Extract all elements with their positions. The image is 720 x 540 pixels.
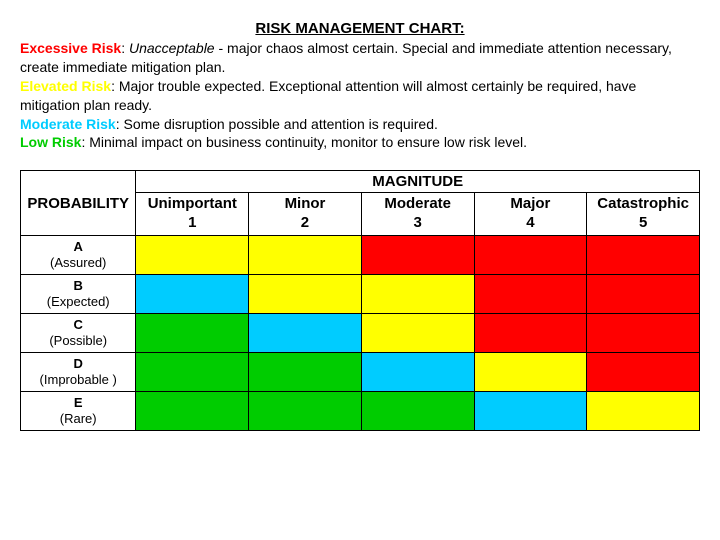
risk-cell (136, 274, 249, 313)
risk-cell (587, 274, 700, 313)
risk-cell (474, 391, 587, 430)
risk-cell (587, 391, 700, 430)
legend-colon: : (121, 40, 129, 56)
mag-col-5-num: 5 (591, 214, 695, 233)
table-row: A(Assured) (21, 235, 700, 274)
mag-col-1: Unimportant 1 (136, 193, 249, 236)
probability-code: B (25, 278, 131, 294)
legend-moderate-rest: : Some disruption possible and attention… (116, 116, 438, 132)
mag-col-5: Catastrophic 5 (587, 193, 700, 236)
probability-row-header: E(Rare) (21, 391, 136, 430)
risk-cell (136, 391, 249, 430)
mag-col-3: Moderate 3 (361, 193, 474, 236)
legend-low-label: Low Risk (20, 134, 81, 150)
probability-name: (Improbable ) (40, 372, 117, 387)
table-row: E(Rare) (21, 391, 700, 430)
risk-cell (249, 391, 362, 430)
probability-name: (Possible) (49, 333, 107, 348)
risk-cell (361, 274, 474, 313)
legend-elevated-rest: : Major trouble expected. Exceptional at… (20, 78, 636, 113)
probability-code: A (25, 239, 131, 255)
mag-col-4-num: 4 (479, 214, 583, 233)
risk-cell (587, 352, 700, 391)
risk-cell (474, 352, 587, 391)
table-row: D(Improbable ) (21, 352, 700, 391)
probability-name: (Expected) (47, 294, 110, 309)
legend-excessive-emph: Unacceptable (129, 40, 215, 56)
probability-name: (Rare) (60, 411, 97, 426)
magnitude-header: MAGNITUDE (136, 171, 700, 193)
mag-col-3-num: 3 (366, 214, 470, 233)
probability-code: C (25, 317, 131, 333)
risk-cell (474, 235, 587, 274)
legend-low-rest: : Minimal impact on business continuity,… (81, 134, 527, 150)
risk-cell (136, 313, 249, 352)
risk-matrix-table: PROBABILITY MAGNITUDE Unimportant 1 Mino… (20, 170, 700, 431)
risk-cell (136, 352, 249, 391)
probability-row-header: B(Expected) (21, 274, 136, 313)
mag-col-2: Minor 2 (249, 193, 362, 236)
risk-cell (361, 313, 474, 352)
risk-legend: Excessive Risk: Unacceptable - major cha… (20, 39, 700, 152)
table-row: B(Expected) (21, 274, 700, 313)
mag-col-1-num: 1 (140, 214, 244, 233)
risk-cell (361, 352, 474, 391)
probability-name: (Assured) (50, 255, 106, 270)
probability-row-header: C(Possible) (21, 313, 136, 352)
legend-low: Low Risk: Minimal impact on business con… (20, 133, 700, 152)
risk-cell (136, 235, 249, 274)
risk-cell (361, 235, 474, 274)
legend-elevated-label: Elevated Risk (20, 78, 111, 94)
risk-cell (587, 313, 700, 352)
risk-cell (474, 313, 587, 352)
mag-col-2-name: Minor (253, 195, 357, 214)
legend-elevated: Elevated Risk: Major trouble expected. E… (20, 77, 700, 115)
risk-cell (474, 274, 587, 313)
chart-title: RISK MANAGEMENT CHART: (20, 20, 700, 37)
risk-cell (249, 352, 362, 391)
risk-cell (249, 313, 362, 352)
mag-col-3-name: Moderate (366, 195, 470, 214)
risk-cell (249, 235, 362, 274)
mag-col-5-name: Catastrophic (591, 195, 695, 214)
risk-matrix-body: A(Assured)B(Expected)C(Possible)D(Improb… (21, 235, 700, 430)
legend-moderate: Moderate Risk: Some disruption possible … (20, 115, 700, 134)
legend-excessive-label: Excessive Risk (20, 40, 121, 56)
risk-cell (249, 274, 362, 313)
mag-col-4: Major 4 (474, 193, 587, 236)
mag-col-1-name: Unimportant (140, 195, 244, 214)
mag-col-4-name: Major (479, 195, 583, 214)
probability-code: E (25, 395, 131, 411)
table-row: C(Possible) (21, 313, 700, 352)
probability-row-header: A(Assured) (21, 235, 136, 274)
probability-header: PROBABILITY (21, 171, 136, 236)
header-row-1: PROBABILITY MAGNITUDE (21, 171, 700, 193)
probability-code: D (25, 356, 131, 372)
legend-moderate-label: Moderate Risk (20, 116, 116, 132)
risk-cell (361, 391, 474, 430)
risk-cell (587, 235, 700, 274)
mag-col-2-num: 2 (253, 214, 357, 233)
legend-excessive: Excessive Risk: Unacceptable - major cha… (20, 39, 700, 77)
probability-row-header: D(Improbable ) (21, 352, 136, 391)
